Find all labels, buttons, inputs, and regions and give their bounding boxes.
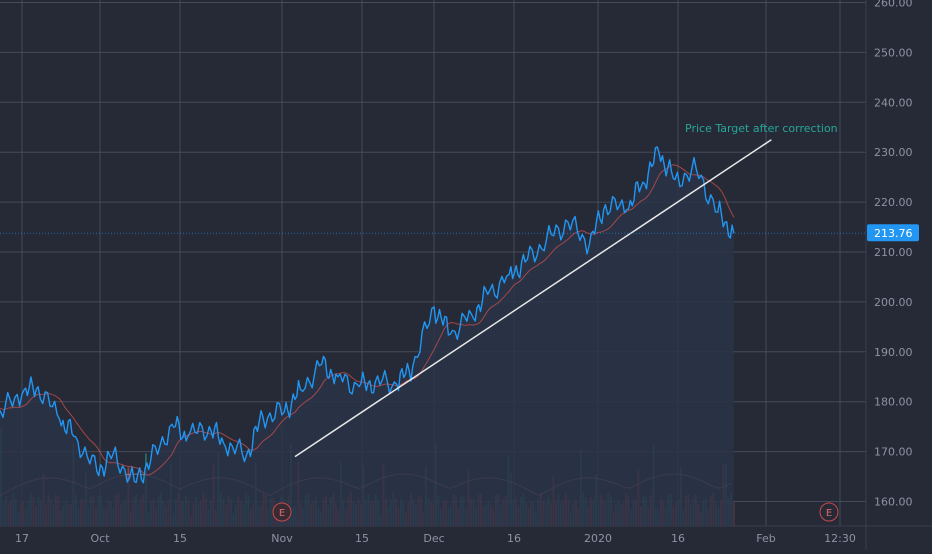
price-area (0, 146, 734, 526)
last-price-label: 213.76 (874, 227, 913, 240)
y-tick-label: 210.00 (874, 246, 913, 259)
x-tick-label: 17 (15, 532, 29, 545)
x-tick-label: 16 (507, 532, 521, 545)
y-tick-label: 190.00 (874, 346, 913, 359)
trendline-annotation[interactable]: Price Target after correction (685, 122, 838, 135)
last-price-box (867, 224, 919, 242)
x-tick-label: Oct (90, 532, 110, 545)
y-tick-label: 170.00 (874, 446, 913, 459)
ma-path (0, 164, 735, 476)
price-area-fill (0, 146, 734, 526)
earnings-marker (819, 502, 839, 522)
x-tick-label: 16 (671, 532, 685, 545)
price-line (0, 146, 735, 484)
earnings-marker (272, 502, 292, 522)
y-tick-label: 180.00 (874, 396, 913, 409)
last-price-marker: 213.76 (0, 224, 919, 242)
y-tick-label: 230.00 (874, 146, 913, 159)
trendline-path (294, 139, 772, 458)
x-tick-label: 15 (355, 532, 369, 545)
earnings-marker-label: E (279, 508, 285, 519)
y-tick-label: 260.00 (874, 0, 913, 10)
y-tick-label: 160.00 (874, 496, 913, 509)
x-tick-label: Nov (271, 532, 293, 545)
earnings-marker-label: E (826, 508, 832, 519)
x-tick-label: 2020 (584, 532, 612, 545)
price-path (0, 146, 735, 484)
x-tick-label: 12:30 (824, 532, 856, 545)
x-tick-label: 15 (173, 532, 187, 545)
x-tick-label: Feb (756, 532, 775, 545)
y-tick-label: 220.00 (874, 196, 913, 209)
x-tick-label: Dec (423, 532, 444, 545)
x-axis-labels: 17 Oct 15 Nov 15 Dec 16 2020 16 Feb 12:30 (15, 532, 856, 545)
trendline[interactable] (294, 139, 772, 458)
y-tick-label: 200.00 (874, 296, 913, 309)
y-tick-label: 250.00 (874, 46, 913, 59)
y-axis-labels: 260.00 250.00 240.00 230.00 220.00 210.00 200.… (874, 0, 913, 509)
moving-average-line (0, 164, 735, 476)
y-tick-label: 240.00 (874, 96, 913, 109)
